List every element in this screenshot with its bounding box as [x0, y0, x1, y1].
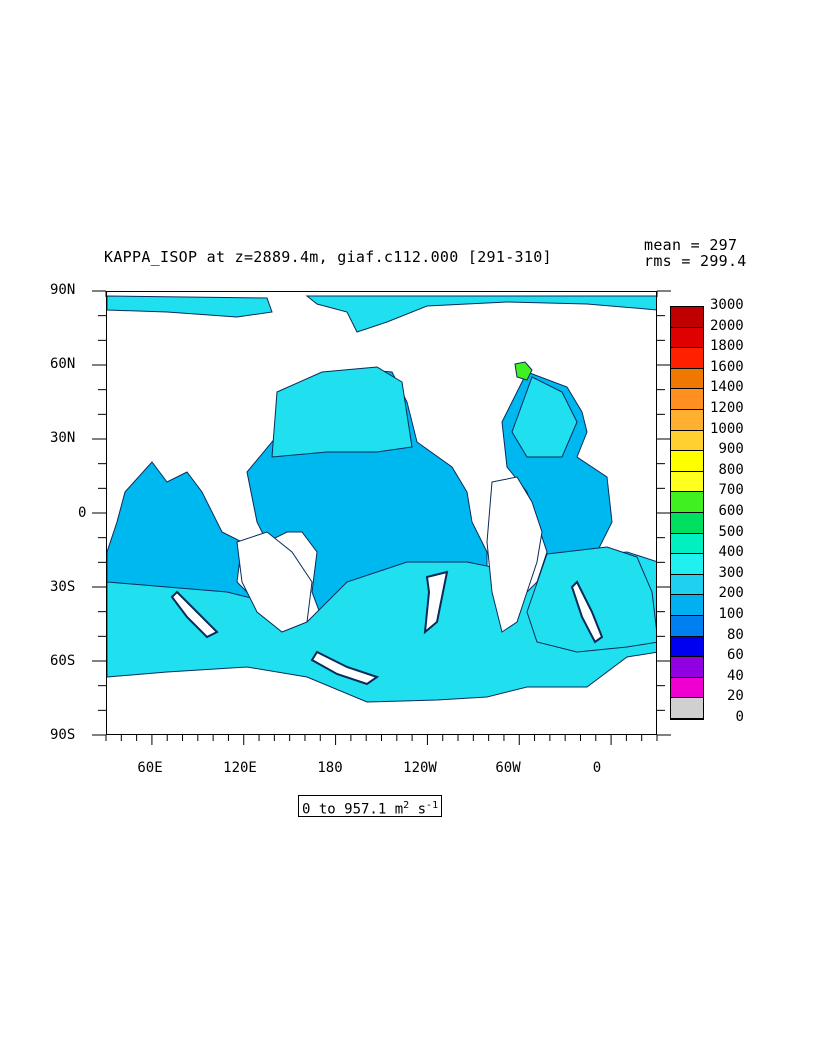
- range-label-box: 0 to 957.1 m2 s-1: [298, 795, 443, 818]
- plot-title: KAPPA_ISOP at z=2889.4m, giaf.c112.000 […: [104, 248, 552, 266]
- colorbar-box: [671, 307, 703, 328]
- colorbar-tick-label: 80: [727, 626, 744, 643]
- colorbar-box: [671, 451, 703, 472]
- north-pacific-field: [271, 366, 413, 458]
- colorbar-box: [671, 430, 703, 452]
- colorbar-box: [671, 513, 703, 534]
- colorbar-tick-label: 700: [718, 482, 744, 499]
- mean-stat: mean = 297: [644, 236, 738, 254]
- colorbar-tick-label: 20: [727, 688, 744, 705]
- lat-label-90s: 90S: [50, 727, 76, 743]
- arctic-strip-east: [305, 295, 656, 333]
- colorbar-tick-label: 600: [718, 503, 744, 519]
- colorbar-box: [671, 348, 703, 369]
- colorbar-tick-label: 200: [718, 585, 744, 602]
- colorbar-tick-label: 1000: [710, 420, 744, 437]
- colorbar-tick-label: 1400: [710, 379, 744, 396]
- colorbar-tick-label: 100: [718, 606, 744, 622]
- colorbar: [670, 306, 704, 720]
- lon-label-180: 180: [317, 760, 343, 776]
- lon-label-60w: 60W: [495, 760, 521, 776]
- arctic-strip: [107, 295, 273, 318]
- range-text: 0 to 957.1 m: [302, 801, 404, 818]
- lon-label-120e: 120E: [223, 760, 257, 776]
- ridge-streak-atlantic: [570, 580, 604, 644]
- australia-land: [236, 531, 313, 633]
- colorbar-box: [671, 616, 703, 637]
- south-america-land: [486, 476, 543, 633]
- colorbar-box: [671, 595, 703, 616]
- ridge-streak-pacific: [423, 570, 449, 635]
- colorbar-box: [671, 554, 703, 575]
- colorbar-tick-label: 2000: [710, 317, 744, 334]
- colorbar-tick-label: 500: [718, 523, 744, 540]
- colorbar-box: [671, 389, 703, 410]
- colorbar-box: [671, 574, 703, 596]
- range-unit-sup-2: -1: [426, 800, 439, 811]
- ridge-streak-south: [310, 650, 380, 686]
- colorbar-tick-label: 1800: [710, 338, 744, 355]
- lon-label-120w: 120W: [403, 760, 437, 776]
- colorbar-tick-label: 3000: [710, 297, 744, 313]
- colorbar-tick-label: 0: [735, 709, 744, 725]
- colorbar-tick-label: 400: [718, 544, 744, 561]
- range-unit-mid: s: [409, 801, 427, 818]
- greenland-hotspot: [514, 361, 533, 381]
- colorbar-tick-label: 300: [718, 564, 744, 581]
- colorbar-tick-label: 40: [727, 667, 744, 684]
- colorbar-box: [671, 368, 703, 390]
- southern-ocean-field: [107, 551, 656, 703]
- colorbar-box: [671, 698, 703, 719]
- ridge-streak-indian: [170, 590, 219, 639]
- range-unit-sup-1: 2: [403, 800, 410, 811]
- lat-label-30s: 30S: [50, 579, 76, 595]
- colorbar-box: [671, 492, 703, 513]
- lat-label-eq: 0: [78, 505, 87, 521]
- lon-label-0: 0: [592, 760, 602, 776]
- colorbar-box: [671, 636, 703, 658]
- colorbar-tick-label: 900: [718, 441, 744, 458]
- colorbar-box: [671, 677, 703, 699]
- lat-label-60s: 60S: [50, 653, 76, 669]
- lat-label-90n: 90N: [50, 282, 76, 298]
- colorbar-box: [671, 533, 703, 555]
- colorbar-box: [671, 327, 703, 349]
- rms-stat: rms = 299.4: [644, 252, 747, 270]
- colorbar-tick-label: 800: [718, 461, 744, 478]
- colorbar-tick-label: 1600: [710, 358, 744, 375]
- colorbar-box: [671, 471, 703, 493]
- colorbar-box: [671, 657, 703, 678]
- south-atlantic-field: [526, 546, 656, 653]
- north-atlantic-field: [511, 376, 578, 458]
- lat-label-30n: 30N: [50, 430, 76, 446]
- lat-label-60n: 60N: [50, 356, 76, 372]
- lon-label-60e: 60E: [137, 760, 163, 776]
- colorbar-tick-label: 60: [727, 647, 744, 664]
- ocean-field-map: [107, 295, 656, 703]
- colorbar-tick-label: 1200: [710, 400, 744, 416]
- map-panel: [106, 291, 657, 735]
- colorbar-box: [671, 410, 703, 431]
